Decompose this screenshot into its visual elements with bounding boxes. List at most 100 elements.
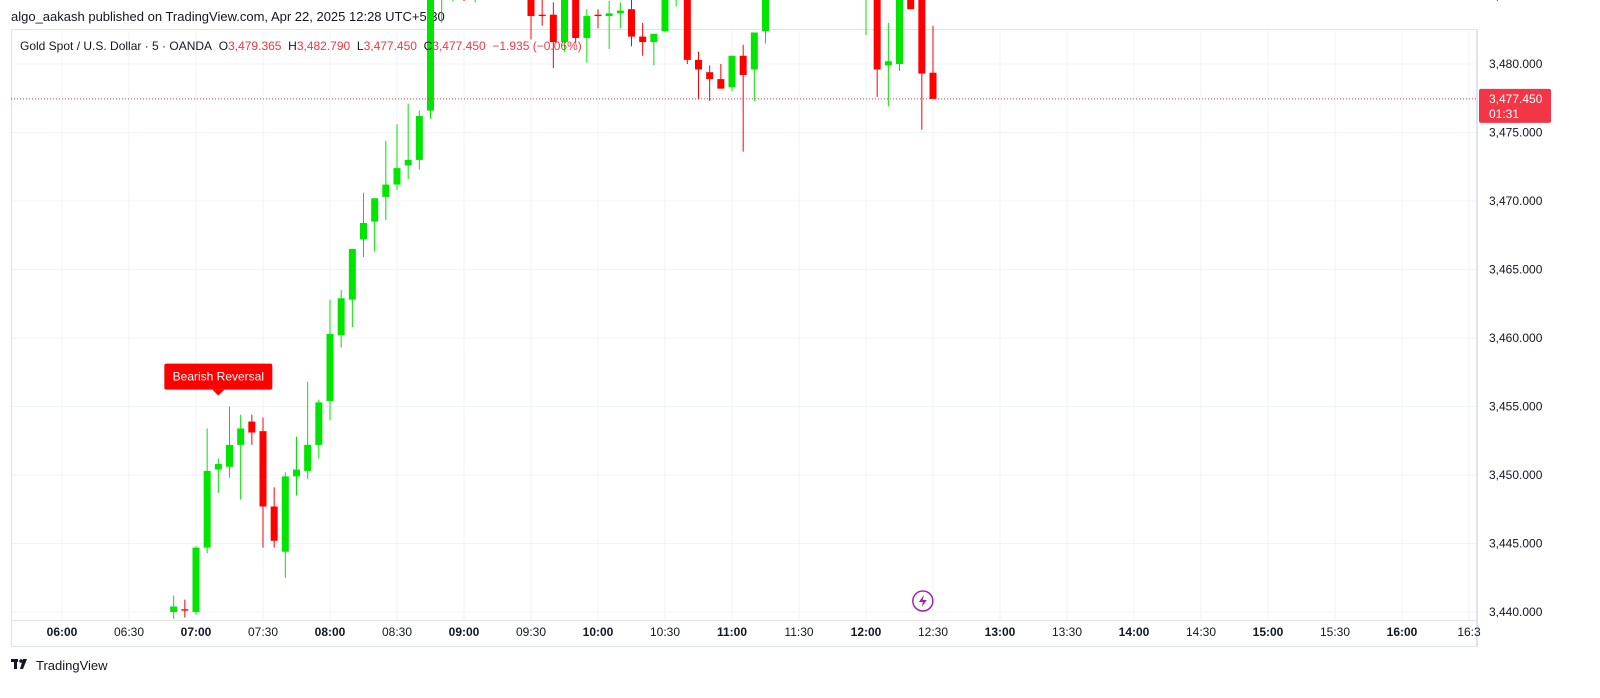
symbol-legend: Gold Spot / U.S. Dollar · 5 · OANDA O3,4… [20,39,582,53]
candle [628,0,635,47]
candle [739,44,747,152]
candle-body [415,116,423,160]
candle [474,0,476,3]
price-tick-label: 3,440.000 [1489,605,1543,619]
candle [538,0,546,26]
candle [337,290,345,348]
open-value: 3,479.365 [228,39,282,53]
price-tick-label: 3,465.000 [1489,263,1543,277]
candle [463,0,465,1]
candle-body [594,14,602,17]
candle [884,22,892,107]
time-tick-label: 09:30 [516,625,546,639]
candle [929,25,937,99]
candle-body [639,36,647,43]
tradingview-logo-icon [11,658,31,673]
time-tick-label: 13:30 [1052,625,1082,639]
time-tick-label: 14:00 [1119,625,1150,639]
candle [695,51,702,100]
price-tick-label: 3,480.000 [1489,57,1543,71]
candle-body [304,444,312,471]
high-label: H [288,39,297,53]
candle-body [393,168,401,185]
candle-body [348,248,356,300]
candle [661,0,669,33]
candle-body [661,0,669,32]
candle [315,399,323,459]
price-tick-label: 3,475.000 [1489,126,1543,140]
candle-body [326,333,334,402]
candle [561,0,568,52]
candle-body [527,0,535,17]
candle-body [583,16,591,38]
signal-label: Bearish Reversal [173,370,264,384]
candle [918,0,926,130]
candle [170,595,178,619]
candle [572,0,580,44]
price-tick-label: 3,470.000 [1489,194,1543,208]
candle-body [237,428,245,445]
candle [527,0,535,40]
candle [270,487,278,548]
candle [181,599,189,618]
price-tick-label: 3,460.000 [1489,331,1543,345]
signal-box [164,363,273,390]
candle-body [337,298,345,336]
candle [683,0,691,64]
price-axis[interactable]: 3,440.000 3,445.000 3,450.000 3,455.000 3,46… [1489,0,1543,619]
time-tick-label: 15:30 [1320,625,1350,639]
candle [675,0,677,7]
time-tick-label: 07:00 [181,625,212,639]
candle [281,472,289,578]
candles [170,0,937,619]
candle-body [572,0,580,38]
candle-body [404,159,412,166]
time-tick-label: 12:30 [918,625,948,639]
chart-grid [11,29,1477,620]
candle [259,417,267,548]
signal-labels: Bearish ReversalBearish Reversal [164,363,273,396]
candle [415,110,423,170]
candle [203,428,211,554]
candle [896,0,903,71]
candle-body [427,0,434,111]
symbol-title[interactable]: Gold Spot / U.S. Dollar · 5 · OANDA [20,39,213,53]
candle-body [762,0,769,32]
close-value: 3,477.450 [432,39,486,53]
time-tick-label: 06:00 [47,625,78,639]
candle-body [538,14,546,17]
candle [441,0,443,23]
candle-body [293,469,300,477]
candle-body [650,33,658,43]
candle [639,22,647,56]
candle-body [918,0,926,74]
candle-body [281,476,289,552]
low-value: 3,477.450 [363,39,417,53]
candle [594,9,602,29]
candle [348,248,356,328]
candle [237,414,245,500]
high-value: 3,482.790 [296,39,351,53]
candle [616,2,624,29]
candle [360,192,367,258]
time-tick-label: 13:00 [985,625,1016,639]
price-tick-label: 3,455.000 [1489,400,1543,414]
candle-body [170,606,178,612]
candle-body [192,547,200,612]
candle [605,0,613,49]
signal-bearish-reversal: Bearish Reversal [164,363,273,396]
candle [382,140,390,221]
tradingview-logo[interactable]: TradingView [11,658,108,673]
candle-body [561,0,568,43]
bolt-icon[interactable] [912,590,934,612]
candle [750,32,758,101]
candle-body [896,0,903,64]
time-tick-label: 16:3 [1457,625,1481,639]
candle [865,0,867,36]
candle [304,381,312,480]
candle [293,436,300,496]
bolt-glyph [918,595,927,607]
time-axis[interactable]: 06:00 06:30 07:00 07:30 08:00 08:30 09:00 09:30… [47,625,1481,639]
time-tick-label: 08:00 [315,625,346,639]
